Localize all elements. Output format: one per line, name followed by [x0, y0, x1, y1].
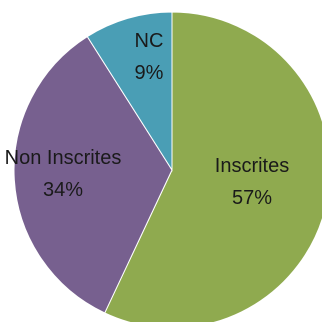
- slice-percent-label-non-inscrites: 34%: [43, 179, 83, 201]
- slice-category-label-nc: NC: [135, 30, 164, 52]
- slice-percent-label-nc: 9%: [135, 62, 164, 84]
- slice-category-label-inscrites: Inscrites: [215, 155, 289, 177]
- slice-percent-label-inscrites: 57%: [232, 187, 272, 209]
- pie-slice-inscrites: [104, 11, 322, 322]
- pie-slice-non-inscrites: [13, 35, 173, 314]
- slice-category-label-non-inscrites: Non Inscrites: [5, 147, 122, 169]
- pie-slice-nc: [86, 11, 173, 172]
